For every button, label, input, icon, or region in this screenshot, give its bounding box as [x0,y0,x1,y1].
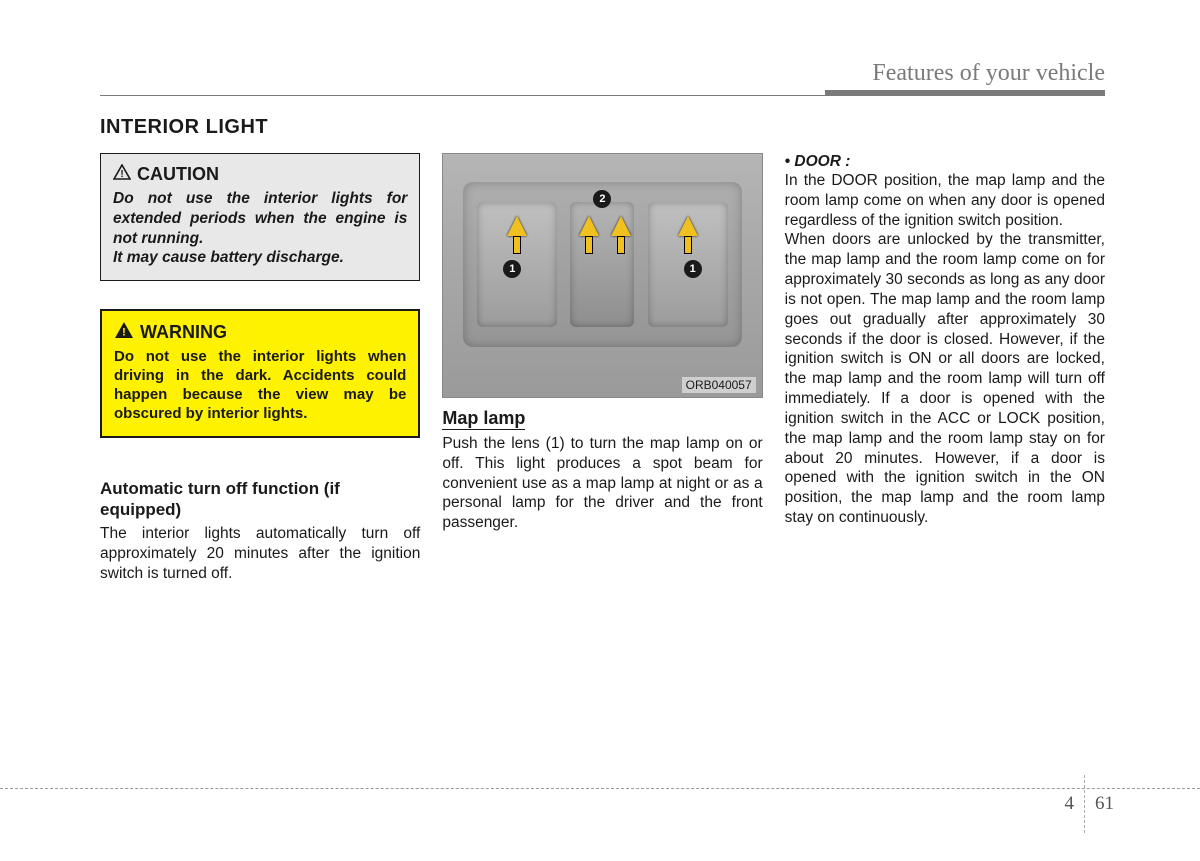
arrow-stem-icon [585,236,593,254]
arrow-icon [611,216,631,236]
door-label: • DOOR : [785,153,1105,171]
warning-label: WARNING [140,322,227,343]
arrow-icon [507,216,527,236]
caution-label: CAUTION [137,164,219,185]
page-footer-rule [0,788,1200,789]
caution-box: ! CAUTION Do not use the interior lights… [100,153,420,281]
caution-body: Do not use the interior lights for exten… [113,189,407,268]
svg-text:!: ! [122,327,126,339]
caution-icon: ! [113,164,131,185]
map-lamp-text: Push the lens (1) to turn the map lamp o… [442,434,762,533]
caution-line1: Do not use the interior lights for exten… [113,190,407,247]
figure-id: ORB040057 [682,377,756,393]
figure-map-lamp: 1 1 2 ORB040057 [442,153,762,398]
column-2: 1 1 2 ORB040057 Map lamp Push the lens (… [442,153,762,584]
page-number-separator [1084,775,1085,833]
header-rule-thick [825,90,1105,96]
header-title: Features of your vehicle [872,60,1105,87]
auto-off-text: The interior lights automatically turn o… [100,524,420,583]
door-text: In the DOOR position, the map lamp and t… [785,171,1105,528]
warning-heading: ! WARNING [114,321,406,344]
arrow-icon [579,216,599,236]
page-header: Features of your vehicle [100,60,1105,96]
page-number: 4 61 [1065,775,1115,833]
section-title: INTERIOR LIGHT [100,116,1105,139]
arrow-stem-icon [617,236,625,254]
page-number-value: 61 [1095,793,1114,815]
caution-heading: ! CAUTION [113,164,407,185]
callout-1-right: 1 [684,260,702,278]
warning-icon: ! [114,321,134,344]
arrow-stem-icon [513,236,521,254]
column-1: ! CAUTION Do not use the interior lights… [100,153,420,584]
svg-text:!: ! [120,169,123,180]
chapter-number: 4 [1065,793,1075,815]
arrow-stem-icon [684,236,692,254]
caution-line2: It may cause battery discharge. [113,249,344,266]
arrow-icon [678,216,698,236]
auto-off-heading: Automatic turn off function (if equipped… [100,478,420,521]
map-lamp-heading: Map lamp [442,408,525,430]
warning-body: Do not use the interior lights when driv… [114,348,406,424]
figure-panel: 1 1 2 [463,182,741,347]
warning-box: ! WARNING Do not use the interior lights… [100,309,420,438]
column-3: • DOOR : In the DOOR position, the map l… [785,153,1105,584]
